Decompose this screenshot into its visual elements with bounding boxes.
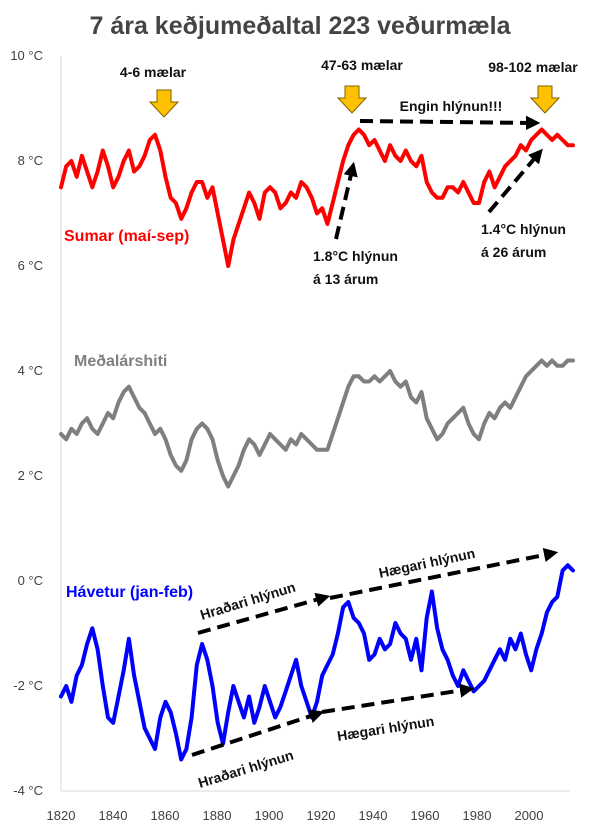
y-tick-label: 4 °C [18,363,43,378]
y-tick-label: 10 °C [10,48,43,63]
series-layer [59,127,575,762]
x-tick-label: 1820 [47,808,76,823]
winter-slow-arrow-top [329,547,559,600]
down-arrow-icon [529,85,561,114]
annotation-arrows [191,115,559,757]
y-tick-label: -4 °C [13,783,43,798]
station-count-1: 4-6 mælar [120,64,187,80]
warming-13y-arrow [334,161,358,240]
no-warming-label: Engin hlýnun!!! [400,98,503,114]
faster-warming-label-top: Hraðari hlýnun [198,579,297,623]
down-arrow-icon [336,85,368,114]
warming-26y-label: 1.4°C hlýnun [481,221,566,237]
summer-series-line [59,127,575,268]
station-count-2: 47-63 mælar [321,57,403,73]
y-tick-label: 2 °C [18,468,43,483]
x-tick-label: 1920 [307,808,336,823]
station-count-3: 98-102 mælar [488,59,578,75]
winter-series-line [59,563,575,762]
annual-series-line [59,358,575,489]
y-tick-label: 0 °C [18,573,43,588]
x-tick-label: 1980 [463,808,492,823]
y-tick-label: -2 °C [13,678,43,693]
slower-warming-label-bottom: Hægari hlýnun [336,713,435,744]
winter-fast-arrow-top [197,592,331,635]
winter-slow-arrow-bottom [321,683,475,714]
x-tick-label: 1880 [203,808,232,823]
slower-warming-label-top: Hægari hlýnun [377,545,476,581]
x-tick-label: 1940 [359,808,388,823]
x-axis-ticks: 1820 1840 1860 1880 1900 1920 1940 1960 … [47,808,544,823]
y-tick-label: 8 °C [18,153,43,168]
warming-26y-arrow [487,148,543,214]
series-label-summer: Sumar (maí-sep) [64,228,189,245]
x-tick-label: 1900 [255,808,284,823]
y-axis-ticks: 10 °C 8 °C 6 °C 4 °C 2 °C 0 °C -2 °C -4 … [10,48,43,798]
y-tick-label: 6 °C [18,258,43,273]
chart-title: 7 ára keðjumeðaltal 223 veðurmæla [89,12,511,40]
no-warming-arrow [359,115,541,131]
series-label-annual: Meðalárshiti [74,353,167,370]
warming-13y-label-2: á 13 árum [313,271,378,287]
x-tick-label: 1860 [151,808,180,823]
x-tick-label: 2000 [515,808,544,823]
warming-26y-label-2: á 26 árum [481,244,546,260]
x-tick-label: 1960 [411,808,440,823]
down-arrow-icon [148,89,180,118]
series-label-winter: Hávetur (jan-feb) [66,584,193,601]
x-tick-label: 1840 [99,808,128,823]
winter-fast-arrow-bottom [191,709,325,757]
warming-13y-label: 1.8°C hlýnun [313,248,398,264]
faster-warming-label-bottom: Hraðari hlýnun [196,747,295,791]
